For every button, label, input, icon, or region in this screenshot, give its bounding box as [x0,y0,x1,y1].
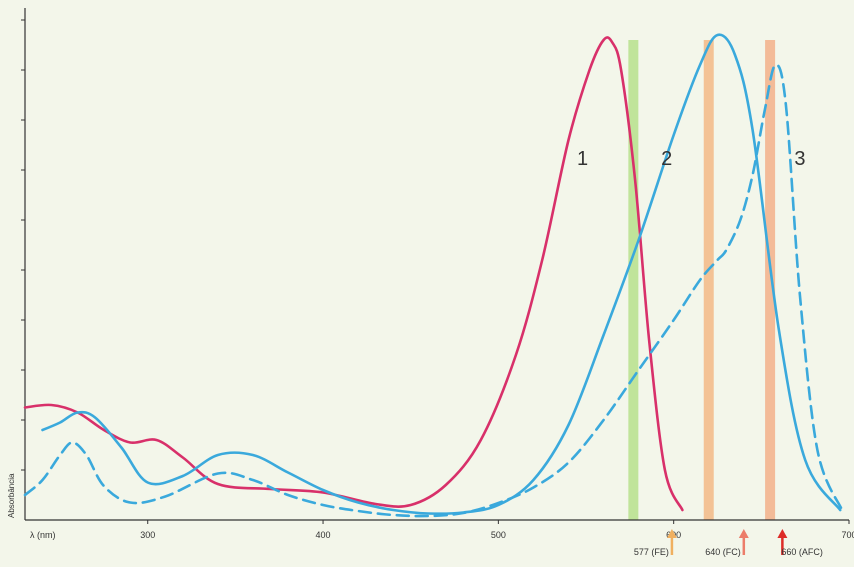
y-axis-label: Absorbância [7,473,16,518]
series-line-2 [41,33,842,516]
series-line-3 [23,63,844,518]
markers-layer: 577 (FE) 640 (FC) 660 (AFC) [634,529,823,557]
marker-arrow-head-1 [666,529,677,538]
x-tick-label-700: 700 [841,530,854,540]
curves-layer [23,33,844,518]
x-axis-label: λ (nm) [30,530,56,540]
marker-label-3: 660 (AFC) [781,547,823,557]
wavelength-band-1 [628,40,639,520]
marker-arrow-head-2 [738,529,749,538]
marker-label-1: 577 (FE) [634,547,669,557]
labels-layer: 1 2 3 [577,148,806,170]
curve-label-3: 3 [794,148,805,170]
x-tick-label-300: 300 [140,530,155,540]
curve-label-2: 2 [661,148,672,170]
wavelength-band-2 [703,40,714,520]
wavelength-band-3 [765,40,776,520]
curve-label-1: 1 [577,148,588,170]
marker-arrow-head-3 [777,529,788,538]
marker-label-2: 640 (FC) [705,547,741,557]
axes-layer: 300400500600700 [21,8,854,540]
bands-layer [628,40,776,520]
x-tick-label-400: 400 [316,530,331,540]
x-tick-label-500: 500 [491,530,506,540]
series-line-1 [23,36,684,512]
